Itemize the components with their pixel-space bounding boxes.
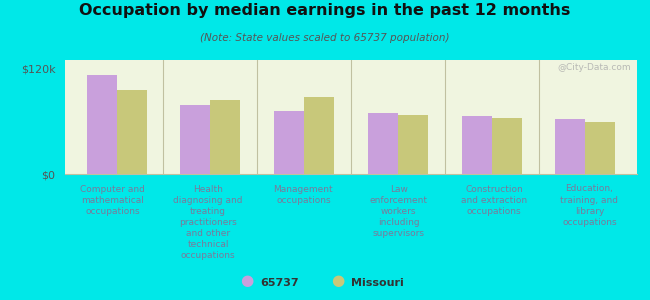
Bar bbox=[274, 111, 304, 174]
Bar bbox=[86, 75, 116, 174]
Text: Health
diagnosing and
treating
practitioners
and other
technical
occupations: Health diagnosing and treating practitio… bbox=[174, 184, 242, 260]
Bar bbox=[555, 119, 586, 174]
Text: Missouri: Missouri bbox=[351, 278, 404, 288]
Text: Education,
training, and
library
occupations: Education, training, and library occupat… bbox=[560, 184, 618, 227]
Text: (Note: State values scaled to 65737 population): (Note: State values scaled to 65737 popu… bbox=[200, 33, 450, 43]
Bar bbox=[491, 118, 522, 174]
Text: 65737: 65737 bbox=[260, 278, 298, 288]
Text: Management
occupations: Management occupations bbox=[274, 184, 333, 205]
Text: ●: ● bbox=[240, 273, 254, 288]
Bar bbox=[304, 97, 334, 174]
Text: Law
enforcement
workers
including
supervisors: Law enforcement workers including superv… bbox=[370, 184, 428, 238]
Text: Computer and
mathematical
occupations: Computer and mathematical occupations bbox=[80, 184, 145, 216]
Text: ●: ● bbox=[332, 273, 344, 288]
Bar bbox=[398, 115, 428, 174]
Bar bbox=[211, 100, 240, 174]
Bar bbox=[462, 116, 491, 174]
Bar bbox=[180, 105, 211, 174]
Text: @City-Data.com: @City-Data.com bbox=[558, 63, 631, 72]
Bar bbox=[586, 122, 616, 174]
Bar bbox=[116, 90, 147, 174]
Text: Construction
and extraction
occupations: Construction and extraction occupations bbox=[461, 184, 527, 216]
Bar bbox=[368, 113, 398, 174]
Text: Occupation by median earnings in the past 12 months: Occupation by median earnings in the pas… bbox=[79, 3, 571, 18]
